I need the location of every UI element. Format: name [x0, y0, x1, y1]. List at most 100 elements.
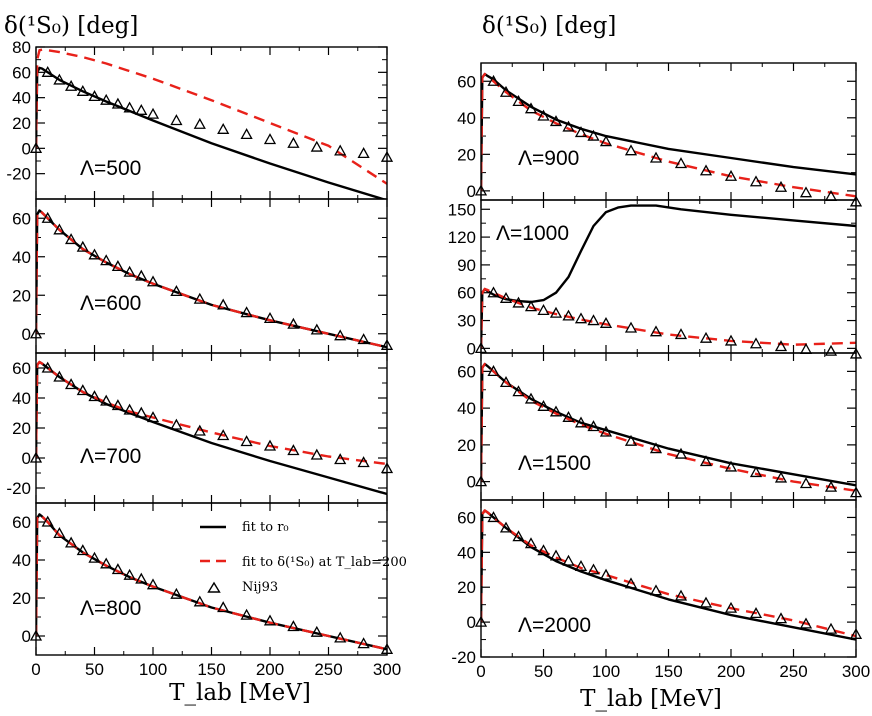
nij93-point	[724, 334, 738, 346]
y-tick-label: 80	[12, 38, 31, 57]
x-tick-label: 100	[592, 662, 620, 681]
nij93-point	[512, 296, 525, 308]
y-tick-label: 40	[12, 551, 31, 570]
nij93-point	[749, 607, 763, 619]
nij93-point	[193, 424, 206, 436]
nij93-point	[100, 557, 113, 569]
nij93-point	[562, 120, 575, 132]
y-tick-label: 120	[448, 228, 476, 247]
fit-phase-line	[36, 360, 387, 466]
nij93-point	[524, 102, 538, 114]
fit-phase-line	[481, 362, 856, 492]
nij93-point	[170, 114, 183, 126]
y-tick-label: 0	[467, 339, 476, 358]
nij93-point	[749, 175, 763, 187]
nij93-point	[799, 186, 813, 198]
nij93-point	[537, 304, 550, 315]
nij93-point	[749, 466, 763, 478]
nij93-point	[135, 406, 148, 418]
nij93-point	[499, 291, 513, 303]
nij93-point	[193, 292, 206, 304]
nij93-point	[217, 429, 230, 441]
left-x-axis-label: T_lab [MeV]	[169, 680, 311, 706]
nij93-point	[587, 563, 600, 575]
nij93-point	[357, 333, 370, 345]
panel-frame	[35, 502, 388, 656]
y-tick-label: 30	[457, 312, 476, 331]
nij93-point	[146, 411, 160, 423]
nij93-point	[88, 390, 101, 402]
nij93-point	[123, 403, 136, 415]
fit-phase-line	[36, 513, 387, 651]
nij93-point	[263, 133, 277, 145]
fit-phase-line	[36, 48, 387, 185]
series-group	[36, 48, 387, 199]
y-tick-label: 20	[12, 419, 31, 438]
y-tick-label: 60	[457, 508, 476, 527]
nij93-point	[217, 122, 230, 134]
legend-triangle-marker	[207, 581, 221, 593]
series-group	[481, 362, 856, 492]
y-tick-label: 0	[467, 613, 476, 632]
nij93-point	[512, 95, 525, 107]
y-tick-label: 0	[22, 627, 31, 646]
series-group	[36, 360, 387, 496]
nij93-point	[76, 384, 89, 396]
nij93-point	[357, 456, 370, 468]
nij93-point	[487, 286, 500, 298]
nij93-point	[100, 254, 113, 266]
fit-r0-line	[36, 513, 387, 651]
nij93-point	[574, 312, 588, 324]
nij93-point	[310, 323, 323, 335]
nij93-point	[599, 568, 613, 580]
nij93-point	[88, 248, 101, 260]
y-tick-label: 20	[457, 578, 476, 597]
nij93-point	[53, 370, 66, 382]
nij93-point	[649, 325, 663, 337]
cutoff-annotation: Λ=1500	[518, 452, 591, 475]
nij93-point	[76, 240, 89, 252]
nij93-point	[599, 135, 613, 147]
nij93-point	[649, 151, 663, 163]
nij93-point	[512, 530, 525, 542]
y-tick-label: 60	[12, 359, 31, 378]
nij93-point	[487, 365, 500, 377]
nij93-point	[263, 312, 277, 324]
cutoff-annotation: Λ=600	[80, 292, 141, 315]
panel-frame	[35, 198, 388, 354]
nij93-point	[193, 595, 206, 607]
panel-left-4: 0 20 40 60 0 50 100 150 200 250 300 Λ=800	[12, 502, 401, 679]
legend-label-fit-r0: fit to r₀	[242, 520, 289, 535]
x-tick-label: 250	[314, 660, 342, 679]
nij93-point	[537, 109, 550, 121]
fit-r0-line	[36, 66, 387, 199]
nij93-point	[64, 233, 78, 245]
nij93-point	[123, 265, 136, 277]
nij93-point	[240, 306, 253, 318]
nij93-point	[193, 117, 206, 129]
nij93-point	[549, 115, 563, 127]
y-tick-label: 0	[467, 473, 476, 492]
x-tick-label: 100	[139, 660, 167, 679]
y-tick-label: 60	[457, 362, 476, 381]
nij93-point	[287, 620, 300, 632]
fit-r0-line	[481, 72, 856, 191]
nij93-point	[774, 340, 788, 352]
nij93-point	[123, 101, 136, 113]
nij93-point	[146, 107, 160, 119]
fit-r0-line	[481, 204, 856, 349]
x-tick-label: 50	[85, 660, 104, 679]
nij93-point	[334, 144, 347, 156]
nij93-point	[217, 601, 230, 613]
nij93-point	[799, 477, 813, 489]
nij93-point	[824, 622, 838, 634]
panel-right-3: 0 20 40 60 Λ=1500	[457, 352, 863, 501]
x-tick-label: 0	[476, 662, 485, 681]
nij93-point	[487, 511, 500, 523]
y-tick-label: 20	[457, 145, 476, 164]
fit-phase-line	[481, 72, 856, 198]
nij93-point	[824, 480, 838, 492]
nij93-point	[699, 455, 713, 467]
cutoff-annotation: Λ=500	[80, 157, 141, 180]
